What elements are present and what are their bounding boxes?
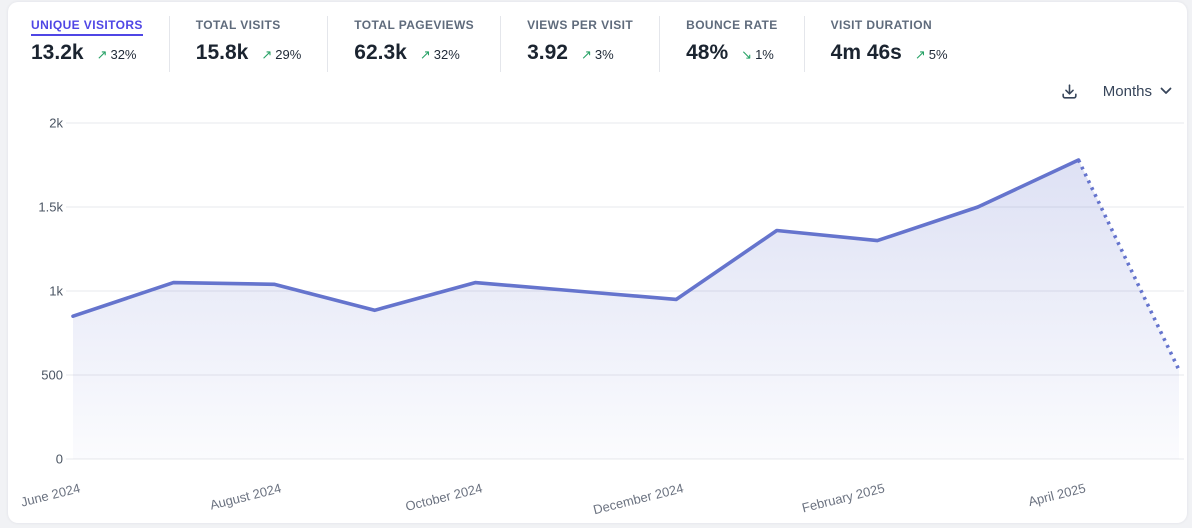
stat-change: ↗ 29% (261, 47, 301, 63)
stat-change: ↘ 1% (741, 47, 774, 63)
stat-total-pageviews[interactable]: TOTAL PAGEVIEWS 62.3k ↗ 32% (327, 16, 500, 72)
stat-change: ↗ 3% (581, 47, 614, 63)
trend-line (71, 158, 1081, 318)
x-tick-label: February 2025 (800, 480, 886, 515)
trend-line-incomplete (1076, 159, 1181, 371)
stat-change: ↗ 32% (420, 47, 460, 63)
stat-value: 4m 46s (830, 41, 902, 64)
stat-value: 13.2k (31, 41, 84, 64)
stat-value: 48% (686, 41, 729, 64)
stat-label: TOTAL PAGEVIEWS (354, 18, 475, 32)
x-tick-label: December 2024 (592, 480, 685, 517)
stat-visit-duration[interactable]: VISIT DURATION 4m 46s ↗ 5% (803, 16, 974, 72)
y-tick-label: 1k (49, 284, 63, 299)
stat-value: 62.3k (354, 41, 407, 64)
stat-change-pct: 32% (433, 47, 460, 62)
area-fill (73, 160, 1179, 459)
stat-label: BOUNCE RATE (686, 18, 778, 32)
interval-label: Months (1102, 82, 1152, 100)
stat-label: UNIQUE VISITORS (31, 18, 143, 36)
y-axis-labels: 0 500 1k 1.5k 2k (38, 116, 63, 467)
stat-value: 15.8k (195, 41, 249, 64)
stat-change-pct: 29% (275, 47, 302, 62)
trend-up-icon: ↗ (914, 47, 926, 62)
y-tick-label: 2k (49, 116, 63, 131)
trend-up-icon: ↗ (419, 47, 431, 62)
stat-total-visits[interactable]: TOTAL VISITS 15.8k ↗ 29% (168, 16, 328, 72)
download-icon (1062, 83, 1077, 99)
stat-change: ↗ 5% (915, 47, 948, 63)
trend-up-icon: ↗ (96, 47, 108, 62)
stat-views-per-visit[interactable]: VIEWS PER VISIT 3.92 ↗ 3% (500, 16, 659, 72)
stat-change-pct: 1% (755, 47, 774, 62)
stat-bounce-rate[interactable]: BOUNCE RATE 48% ↘ 1% (659, 16, 804, 72)
stat-value: 3.92 (527, 41, 568, 64)
x-tick-label: August 2024 (208, 480, 282, 512)
stat-label: TOTAL VISITS (195, 18, 281, 32)
x-axis-labels: June 2024 August 2024 October 2024 December… (19, 480, 1087, 517)
x-tick-label: April 2025 (1027, 480, 1087, 509)
stat-label: VIEWS PER VISIT (527, 18, 634, 32)
x-tick-label: June 2024 (19, 480, 82, 509)
trend-up-icon: ↗ (580, 47, 592, 62)
y-tick-label: 0 (56, 452, 63, 467)
stat-change-pct: 3% (594, 47, 614, 62)
download-button[interactable] (1060, 82, 1079, 101)
y-tick-label: 500 (41, 368, 63, 383)
stat-label: VISIT DURATION (830, 18, 933, 32)
trend-up-icon: ↗ (261, 47, 273, 62)
interval-dropdown[interactable]: Months (1103, 83, 1172, 100)
stat-unique-visitors[interactable]: UNIQUE VISITORS 13.2k ↗ 32% (31, 16, 169, 72)
stat-change-pct: 32% (110, 47, 137, 62)
chevron-down-icon (1160, 87, 1172, 94)
trend-down-icon: ↘ (741, 47, 753, 62)
x-tick-label: October 2024 (404, 480, 484, 514)
stat-change: ↗ 32% (97, 47, 137, 63)
stat-change-pct: 5% (928, 47, 948, 62)
top-stats-bar: UNIQUE VISITORS 13.2k ↗ 32% TOTAL VISITS … (31, 16, 974, 72)
y-tick-label: 1.5k (38, 200, 63, 215)
chart-controls: Months (1060, 80, 1172, 102)
